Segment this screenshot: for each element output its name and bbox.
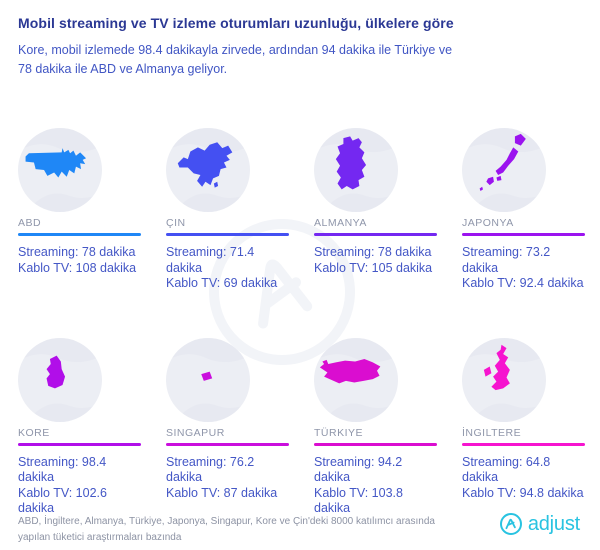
cable-tv-stat: Kablo TV: 87 dakika (166, 485, 278, 500)
country-name: TÜRKIYE (314, 426, 364, 439)
country-map-icon (18, 337, 102, 422)
country-accent-rule (166, 442, 289, 446)
country-map-icon (314, 128, 398, 212)
country-accent-rule (462, 233, 585, 236)
source-note: ABD, İngiltere, Almanya, Türkiye, Japony… (18, 514, 435, 545)
country-name: ABD (18, 217, 42, 229)
country-accent-rule (166, 233, 289, 236)
country-map-icon (166, 128, 250, 212)
cable-tv-stat: Kablo TV: 69 dakika (166, 276, 278, 290)
country-name: JAPONYA (462, 217, 514, 229)
country-card: ÇIN Streaming: 71.4 dakika Kablo TV: 69 … (166, 128, 289, 292)
streaming-stat: Streaming: 64.8 dakika (462, 454, 551, 485)
source-note-line-1: ABD, İngiltere, Almanya, Türkiye, Japony… (18, 516, 435, 527)
country-accent-rule (18, 233, 141, 236)
country-card: SINGAPUR Streaming: 76.2 dakika Kablo TV… (166, 337, 289, 517)
cable-tv-stat: Kablo TV: 102.6 dakika (18, 485, 107, 516)
cable-tv-stat: Kablo TV: 94.8 dakika (462, 485, 584, 500)
country-card: ABD Streaming: 78 dakika Kablo TV: 108 d… (18, 128, 141, 292)
streaming-stat: Streaming: 98.4 dakika (18, 454, 107, 485)
streaming-stat: Streaming: 71.4 dakika (166, 245, 255, 275)
country-name: ALMANYA (314, 217, 367, 229)
country-map-icon (166, 337, 250, 422)
country-map-icon (314, 337, 398, 422)
streaming-stat: Streaming: 76.2 dakika (166, 454, 255, 485)
country-accent-rule (18, 442, 141, 446)
cable-tv-stat: Kablo TV: 92.4 dakika (462, 276, 584, 290)
country-accent-rule (462, 442, 585, 446)
adjust-logo: adjust (499, 512, 580, 536)
subtitle-line-1: Kore, mobil izlemede 98.4 dakikayla zirv… (18, 43, 453, 57)
country-name: İNGILTERE (462, 426, 522, 439)
country-map-icon (462, 128, 546, 212)
streaming-stat: Streaming: 78 dakika (18, 245, 136, 259)
country-accent-rule (314, 233, 437, 236)
page-subtitle: Kore, mobil izlemede 98.4 dakikayla zirv… (18, 41, 452, 79)
source-note-line-2: yapılan tüketici araştırmaları bazında (18, 531, 182, 543)
streaming-stat: Streaming: 78 dakika (314, 245, 432, 259)
country-name: ÇIN (166, 217, 186, 229)
cable-tv-stat: Kablo TV: 105 dakika (314, 260, 433, 275)
cable-tv-stat: Kablo TV: 103.8 dakika (314, 485, 403, 516)
country-map-icon (18, 128, 102, 212)
cable-tv-stat: Kablo TV: 108 dakika (18, 260, 137, 275)
country-accent-rule (314, 442, 437, 446)
streaming-stat: Streaming: 73.2 dakika (462, 245, 551, 275)
country-grid: ABD Streaming: 78 dakika Kablo TV: 108 d… (18, 128, 585, 517)
adjust-logo-text: adjust (527, 512, 580, 535)
adjust-logo-icon (499, 513, 522, 535)
country-card: TÜRKIYE Streaming: 94.2 dakika Kablo TV:… (314, 337, 437, 517)
streaming-stat: Streaming: 94.2 dakika (314, 454, 403, 485)
country-name: SINGAPUR (166, 426, 225, 439)
subtitle-line-2: 78 dakika ile ABD ve Almanya geliyor. (18, 61, 228, 76)
country-card: KORE Streaming: 98.4 dakika Kablo TV: 10… (18, 337, 141, 517)
country-map-icon (462, 337, 546, 422)
country-card: JAPONYA Streaming: 73.2 dakika Kablo TV:… (462, 128, 585, 292)
page-title: Mobil streaming ve TV izleme oturumları … (18, 15, 454, 31)
country-card: ALMANYA Streaming: 78 dakika Kablo TV: 1… (314, 128, 437, 292)
country-name: KORE (18, 426, 50, 439)
country-card: İNGILTERE Streaming: 64.8 dakika Kablo T… (462, 337, 585, 517)
